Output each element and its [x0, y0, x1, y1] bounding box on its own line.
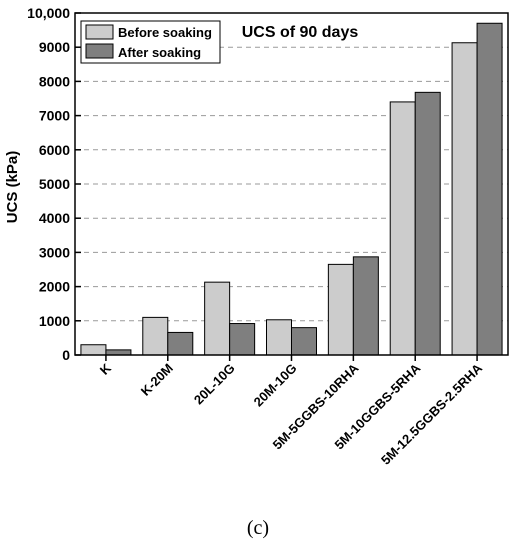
bar-after	[291, 327, 317, 356]
x-tick-label: 20M-10G	[251, 361, 300, 410]
bar-after	[229, 323, 256, 356]
x-tick-label: 5M-12.5GGBS-2.5RHA	[378, 360, 486, 468]
y-tick-label: 4000	[39, 210, 70, 226]
y-tick-label: 5000	[39, 176, 70, 192]
legend-label-after: After soaking	[118, 45, 201, 60]
y-axis-title: UCS (kPa)	[4, 151, 21, 224]
bar-before	[389, 101, 416, 356]
y-tick-label: 8000	[39, 73, 70, 89]
y-tick-label: 3000	[39, 244, 70, 260]
bars	[80, 22, 503, 356]
gridlines	[75, 46, 508, 322]
bar-before	[142, 316, 169, 356]
x-tick-label: K	[97, 360, 115, 378]
legend-swatch-after	[85, 43, 114, 59]
legend-label-before: Before soaking	[118, 25, 212, 40]
y-axis: 0 1000 2000 3000 4000 5000 6000 7000 8000 9000 10,…	[27, 5, 81, 363]
chart-title: UCS of 90 days	[242, 24, 359, 41]
y-tick-label: 6000	[39, 142, 70, 158]
bar-after	[414, 91, 441, 356]
x-tick-label: K-20M	[138, 361, 176, 399]
y-tick-label: 1000	[39, 313, 70, 329]
x-axis: K K-20M 20L-10G 20M-10G5M-5GGBS-10RHA5M-10G…	[97, 355, 486, 468]
bar-before	[266, 319, 292, 356]
bar-after	[105, 349, 132, 356]
y-tick-label: 0	[62, 347, 70, 363]
y-tick-label: 9000	[39, 39, 70, 55]
y-tick-label: 7000	[39, 108, 70, 124]
x-tick-label: 20L-10G	[191, 361, 238, 408]
bar-before	[451, 42, 478, 356]
y-tick-label: 10,000	[27, 5, 70, 21]
bar-before	[80, 344, 107, 356]
bar-after	[476, 22, 503, 356]
figure-caption: (c)	[247, 517, 269, 539]
bar-after	[352, 256, 379, 356]
legend: Before soaking After soaking	[80, 20, 221, 64]
y-tick-label: 2000	[39, 279, 70, 295]
bar-before	[327, 263, 354, 356]
bar-after	[167, 331, 194, 356]
bar-before	[204, 281, 231, 356]
legend-swatch-before	[85, 24, 114, 40]
